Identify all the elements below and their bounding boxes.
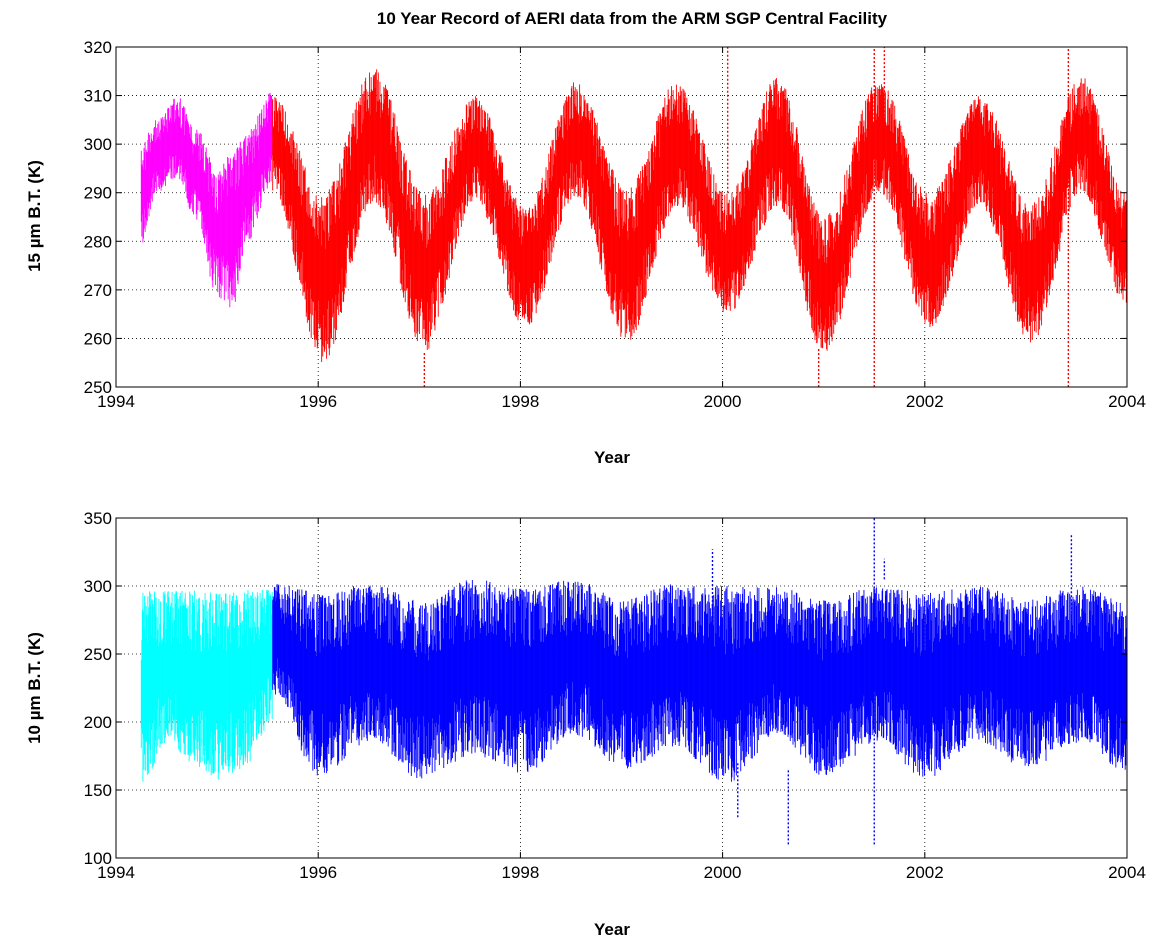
x-tick-label: 2004: [1108, 863, 1146, 882]
y-tick-label: 250: [84, 378, 112, 397]
x-tick-label: 2002: [906, 392, 944, 411]
x-tick-label: 2002: [906, 863, 944, 882]
y-tick-label: 260: [84, 329, 112, 348]
top-y-axis-label: 15 µm B.T. (K): [25, 160, 44, 272]
x-tick-label: 2000: [704, 392, 742, 411]
y-tick-label: 300: [84, 577, 112, 596]
y-tick-label: 200: [84, 713, 112, 732]
axes-box: [115, 46, 1128, 388]
bottom-y-axis-label: 10 µm B.T. (K): [25, 632, 44, 744]
data-series-2: [272, 518, 1127, 845]
data-series-1: [140, 92, 273, 308]
x-tick-label: 1994: [97, 392, 135, 411]
axes-box: [115, 517, 1128, 859]
y-tick-label: 270: [84, 281, 112, 300]
y-tick-label: 280: [84, 232, 112, 251]
y-tick-label: 300: [84, 135, 112, 154]
top-plot-area: 1994 1996 1998 2000 2002 2004 250 260 270 280 290 3…: [84, 38, 1146, 411]
x-tick-label: 1998: [501, 863, 539, 882]
data-series-1: [140, 589, 273, 782]
x-tick-label: 1996: [299, 863, 337, 882]
chart-title: 10 Year Record of AERI data from the ARM…: [377, 9, 888, 28]
tick-marks: 1994 1996 1998 2000 2002 2004 100 150 200 250 300 3…: [84, 509, 1146, 882]
x-tick-label: 2004: [1108, 392, 1146, 411]
top-x-axis-label: Year: [594, 448, 630, 467]
data-series-2: [272, 47, 1127, 387]
y-tick-label: 310: [84, 87, 112, 106]
y-tick-label: 350: [84, 509, 112, 528]
x-tick-label: 2000: [704, 863, 742, 882]
y-tick-label: 290: [84, 184, 112, 203]
x-tick-label: 1994: [97, 863, 135, 882]
y-tick-label: 320: [84, 38, 112, 57]
x-tick-label: 1998: [501, 392, 539, 411]
y-tick-label: 250: [84, 645, 112, 664]
bottom-x-axis-label: Year: [594, 920, 630, 939]
x-tick-label: 1996: [299, 392, 337, 411]
y-tick-label: 150: [84, 781, 112, 800]
bottom-plot-area: 1994 1996 1998 2000 2002 2004 100 150 200 250 300 3…: [84, 509, 1146, 882]
tick-marks: 1994 1996 1998 2000 2002 2004 250 260 270 280 290 3…: [84, 38, 1146, 411]
y-tick-label: 100: [84, 849, 112, 868]
